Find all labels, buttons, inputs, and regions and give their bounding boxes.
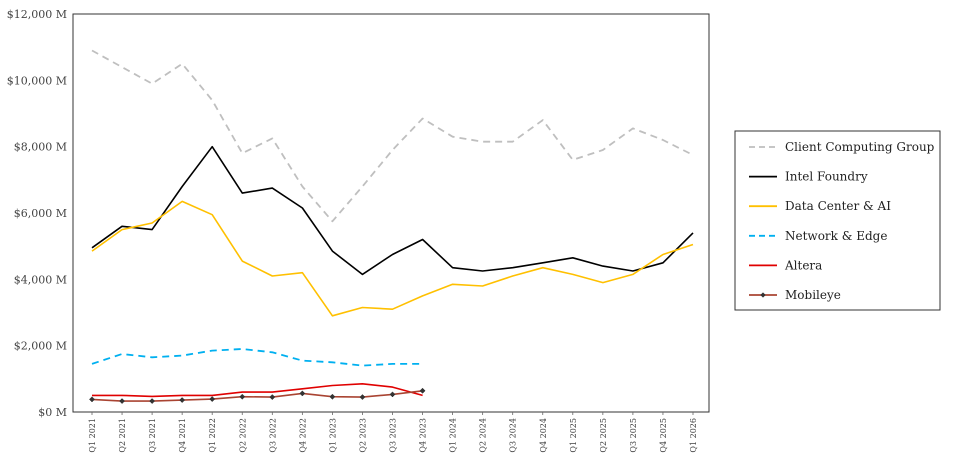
legend-label: Data Center & AI — [785, 199, 891, 213]
legend: Client Computing Group Intel Foundry Data … — [734, 130, 941, 311]
x-tick-label: Q4 2025 — [659, 418, 668, 453]
y-tick-label: $4,000 M — [14, 273, 67, 286]
series-line-mobileye — [91, 390, 423, 402]
x-tick-label: Q3 2024 — [509, 418, 518, 453]
x-tick-label: Q1 2024 — [449, 418, 458, 453]
legend-label: Client Computing Group — [785, 140, 935, 154]
legend-box — [734, 130, 941, 311]
data-point-mobileye — [209, 396, 216, 403]
legend-label: Altera — [784, 258, 822, 272]
data-point-mobileye — [299, 390, 306, 397]
x-tick-label: Q1 2023 — [328, 418, 337, 453]
x-tick-label: Q4 2024 — [539, 418, 548, 453]
legend-item-client-computing-group: Client Computing Group — [749, 140, 935, 154]
legend-item-network-and-edge: Network & Edge — [749, 229, 887, 243]
x-tick-label: Q4 2023 — [419, 418, 428, 453]
x-tick-label: Q2 2021 — [118, 418, 127, 453]
data-point-mobileye — [269, 394, 276, 401]
x-tick-label: Q1 2021 — [88, 418, 97, 453]
x-tick-label: Q3 2023 — [389, 418, 398, 453]
series-line-data-center-and-ai — [91, 200, 694, 317]
series-line-altera — [92, 382, 423, 398]
series-network-and-edge — [91, 348, 423, 367]
series-layer — [89, 49, 694, 405]
x-tick-label: Q2 2025 — [599, 418, 608, 453]
legend-label: Network & Edge — [785, 229, 887, 243]
y-tick-label: $12,000 M — [7, 8, 67, 21]
y-tick-label: $8,000 M — [14, 141, 67, 154]
series-intel-foundry — [91, 145, 694, 276]
x-tick-label: Q1 2022 — [208, 418, 217, 453]
series-data-center-and-ai — [91, 200, 694, 317]
legend-label: Mobileye — [785, 288, 841, 302]
data-point-mobileye — [329, 393, 336, 400]
x-tick-label: Q2 2022 — [238, 418, 247, 453]
y-tick-label: $0 M — [38, 406, 67, 419]
plot-area — [72, 13, 710, 413]
data-point-mobileye — [149, 398, 156, 405]
legend-item-altera: Altera — [749, 258, 822, 272]
x-axis: Q1 2021 Q2 2021 Q3 2021 Q4 2021 Q1 2022 Q2 20… — [88, 412, 698, 453]
series-line-intel-foundry — [91, 145, 694, 276]
data-point-mobileye — [419, 387, 426, 394]
data-point-mobileye — [239, 393, 246, 400]
x-tick-label: Q4 2021 — [178, 418, 187, 453]
legend-marker — [760, 292, 766, 298]
y-tick-label: $10,000 M — [7, 74, 67, 87]
legend-item-intel-foundry: Intel Foundry — [749, 170, 868, 184]
x-tick-label: Q3 2022 — [268, 418, 277, 453]
data-point-mobileye — [389, 391, 396, 398]
x-tick-label: Q3 2021 — [148, 418, 157, 453]
legend-label: Intel Foundry — [785, 170, 868, 184]
series-line-network-and-edge — [91, 348, 423, 367]
data-point-mobileye — [89, 396, 95, 403]
y-tick-label: $2,000 M — [14, 340, 67, 353]
y-axis: $0 M $2,000 M $4,000 M $6,000 M $8,000 M $10,… — [7, 8, 67, 419]
y-tick-label: $6,000 M — [14, 207, 67, 220]
x-tick-label: Q4 2022 — [298, 418, 307, 453]
series-line-client-computing-group — [91, 49, 694, 223]
x-tick-label: Q2 2024 — [479, 418, 488, 453]
data-point-mobileye — [179, 397, 186, 404]
legend-item-data-center-and-ai: Data Center & AI — [749, 199, 891, 213]
x-tick-label: Q2 2023 — [358, 418, 367, 453]
series-client-computing-group — [91, 49, 694, 223]
series-altera — [92, 382, 423, 398]
plot-border — [72, 13, 710, 413]
x-tick-label: Q3 2025 — [629, 418, 638, 453]
data-point-mobileye — [359, 394, 366, 401]
data-point-mobileye — [119, 398, 126, 405]
x-tick-label: Q1 2025 — [569, 418, 578, 453]
series-mobileye — [89, 387, 426, 405]
legend-item-mobileye: Mobileye — [749, 288, 841, 302]
x-tick-label: Q1 2026 — [689, 418, 698, 453]
